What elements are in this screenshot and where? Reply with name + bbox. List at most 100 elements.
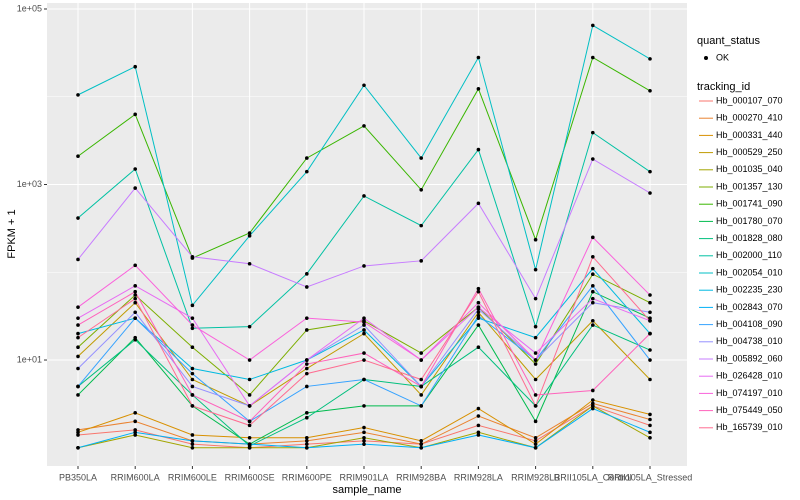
legend-label: Hb_165739_010 — [716, 422, 783, 432]
data-point — [305, 169, 309, 174]
data-point — [533, 267, 538, 272]
data-point — [305, 445, 309, 450]
data-point — [419, 404, 424, 408]
data-point — [591, 404, 595, 408]
data-point — [305, 285, 309, 289]
data-point — [648, 358, 652, 362]
data-point — [591, 235, 595, 240]
data-point — [247, 419, 252, 424]
data-point — [591, 266, 595, 271]
data-point — [533, 419, 538, 424]
data-point — [76, 316, 80, 320]
data-point — [476, 323, 481, 327]
data-point — [133, 337, 137, 342]
data-point — [419, 439, 424, 443]
data-point — [133, 186, 137, 190]
data-point — [76, 216, 80, 220]
data-point — [476, 87, 481, 91]
legend-label: Hb_001828_080 — [716, 233, 783, 243]
x-tick-label: RRIM600SE — [225, 472, 275, 482]
data-point — [133, 428, 137, 432]
data-point — [648, 57, 652, 61]
data-point — [648, 423, 652, 428]
data-point — [133, 316, 137, 320]
data-point — [476, 406, 481, 411]
data-point — [648, 430, 652, 435]
data-point — [362, 194, 366, 198]
data-point — [76, 345, 80, 349]
data-point — [419, 351, 424, 355]
data-point — [190, 366, 195, 371]
legend-label: Hb_000107_070 — [716, 95, 783, 105]
data-point — [362, 83, 366, 88]
data-point — [305, 156, 309, 160]
data-point — [190, 404, 195, 408]
data-point — [476, 300, 481, 305]
legend-label: Hb_002054_010 — [716, 267, 783, 277]
data-point — [476, 55, 481, 60]
data-point — [362, 430, 366, 435]
data-point — [533, 442, 538, 446]
data-point — [133, 419, 137, 424]
data-point — [591, 296, 595, 301]
data-point — [533, 377, 538, 382]
data-point — [648, 417, 652, 422]
data-point — [76, 430, 80, 435]
data-point — [591, 323, 595, 327]
data-point — [247, 231, 252, 235]
y-tick-label: 1e+03 — [17, 179, 42, 189]
data-point — [648, 318, 652, 323]
data-point — [133, 310, 137, 315]
data-point — [247, 377, 252, 382]
data-point — [247, 234, 252, 238]
x-tick-label: RRIM600PE — [282, 472, 332, 482]
data-point — [533, 362, 538, 366]
data-point — [591, 398, 595, 402]
data-point — [133, 289, 137, 294]
data-point — [533, 237, 538, 242]
data-point — [648, 377, 652, 382]
data-point — [247, 324, 252, 329]
legend-label: Hb_002000_110 — [716, 250, 782, 260]
data-point — [591, 157, 595, 161]
data-point — [533, 439, 538, 443]
data-point — [533, 351, 538, 355]
x-axis-title: sample_name — [332, 484, 401, 496]
data-point — [305, 384, 309, 389]
data-point — [76, 393, 80, 397]
data-point — [76, 323, 80, 327]
data-point — [362, 377, 366, 382]
y-axis-title: FPKM + 1 — [6, 209, 18, 258]
data-point — [133, 263, 137, 268]
data-point — [190, 316, 195, 320]
data-point — [476, 286, 481, 291]
data-point — [419, 393, 424, 397]
data-point — [419, 384, 424, 389]
data-point — [133, 433, 137, 437]
data-point — [476, 289, 481, 294]
data-point — [190, 345, 195, 349]
data-point — [190, 303, 195, 308]
data-point — [476, 316, 481, 320]
panel — [47, 3, 687, 466]
data-point — [419, 442, 424, 446]
data-point — [591, 55, 595, 60]
legend-title: tracking_id — [697, 81, 750, 93]
data-point — [362, 404, 366, 408]
data-point — [533, 404, 538, 408]
data-point — [190, 445, 195, 450]
legend-label: Hb_075449_050 — [716, 405, 783, 415]
legend-label: Hb_004108_090 — [716, 319, 783, 329]
data-point — [133, 167, 137, 171]
data-point — [133, 296, 137, 301]
legend-label: Hb_005892_060 — [716, 353, 783, 363]
data-point — [648, 310, 652, 315]
data-point — [76, 257, 80, 262]
data-point — [533, 335, 538, 340]
data-point — [591, 318, 595, 323]
x-tick-label: RRII105LA_Stressed — [608, 472, 693, 482]
data-point — [419, 377, 424, 382]
data-point — [362, 328, 366, 332]
data-point — [247, 404, 252, 408]
